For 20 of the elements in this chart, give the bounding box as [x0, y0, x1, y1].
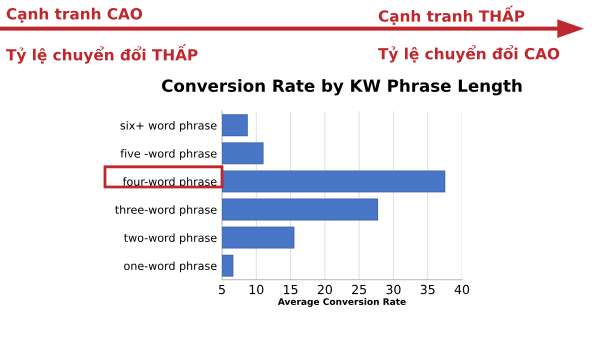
y-tick-label: four-word phrase — [122, 177, 217, 188]
x-tick-label: 10 — [250, 284, 264, 294]
y-tick-label: one-word phrase — [124, 261, 217, 272]
x-tick-label: 20 — [318, 284, 332, 294]
x-tick-label: 5 — [218, 284, 225, 294]
text: Cạnh tranh CAO — [6, 8, 142, 23]
y-tick-label: two-word phrase — [124, 233, 217, 244]
y-tick-label: five -word phrase — [120, 149, 217, 160]
y-tick-label: six+ word phrase — [120, 121, 217, 132]
text: Tỷ lệ chuyển đổi THẤP — [6, 44, 198, 64]
x-tick-label: 25 — [352, 284, 366, 294]
x-axis-title: Average Conversion Rate — [278, 298, 406, 307]
text: Tỷ lệ chuyển đổi CAO — [378, 45, 560, 63]
x-tick-label: 15 — [284, 284, 298, 294]
x-tick-label: 35 — [420, 284, 435, 294]
text: Cạnh tranh THẤP — [378, 5, 524, 25]
x-tick-label: 30 — [386, 284, 401, 294]
y-tick-label: three-word phrase — [115, 205, 217, 216]
x-tick-label: 40 — [454, 284, 470, 294]
chart-title: Conversion Rate by KW Phrase Length — [162, 79, 522, 96]
